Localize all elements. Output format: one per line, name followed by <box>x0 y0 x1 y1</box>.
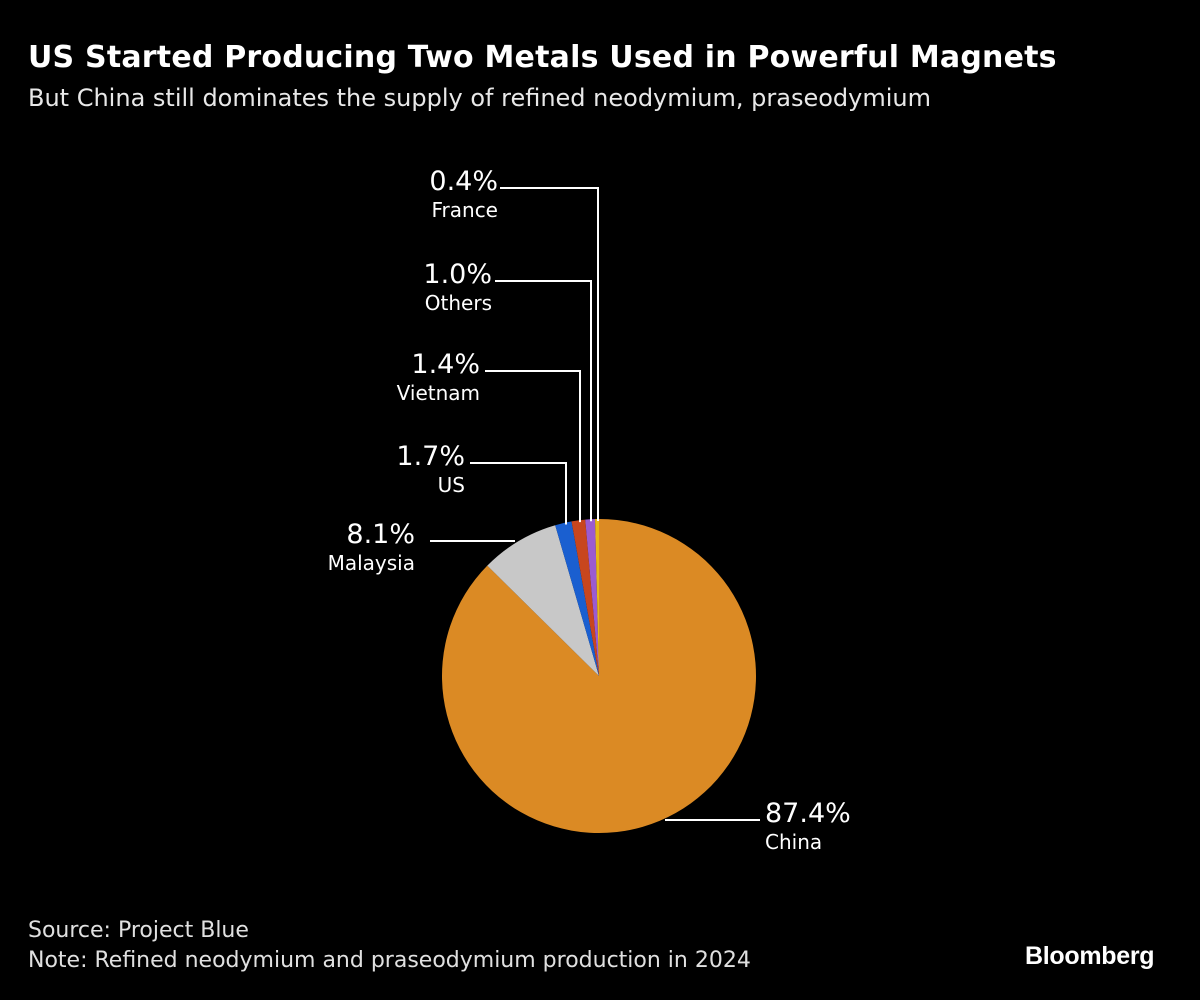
chart-title: US Started Producing Two Metals Used in … <box>28 40 1057 75</box>
pie-slice-france <box>595 519 599 676</box>
data-label-china: 87.4% <box>765 798 851 829</box>
data-label-us: 1.7% <box>396 441 465 472</box>
category-label-china: China <box>765 830 822 854</box>
data-label-vietnam: 1.4% <box>411 349 480 380</box>
data-label-france: 0.4% <box>429 166 498 197</box>
category-label-us: US <box>438 473 465 497</box>
data-label-malaysia: 8.1% <box>346 519 415 550</box>
category-label-france: France <box>431 198 498 222</box>
pie-slice-vietnam <box>571 519 599 676</box>
category-label-vietnam: Vietnam <box>397 381 480 405</box>
source-note: Source: Project Blue <box>28 918 249 943</box>
pie-slice-us <box>555 521 599 676</box>
leader-line-us <box>470 462 567 525</box>
chart-subtitle: But China still dominates the supply of … <box>28 84 931 112</box>
category-label-malaysia: Malaysia <box>328 551 415 575</box>
pie-slice-others <box>585 519 599 676</box>
pie-slice-china <box>442 519 757 833</box>
leader-line-france <box>500 187 599 522</box>
bloomberg-logo: Bloomberg <box>1025 942 1155 970</box>
category-label-others: Others <box>425 291 492 315</box>
data-label-others: 1.0% <box>423 259 492 290</box>
pie-slice-malaysia <box>487 525 599 676</box>
leader-line-others <box>495 280 592 522</box>
leader-line-vietnam <box>485 370 581 523</box>
footnote: Note: Refined neodymium and praseodymium… <box>28 948 751 973</box>
